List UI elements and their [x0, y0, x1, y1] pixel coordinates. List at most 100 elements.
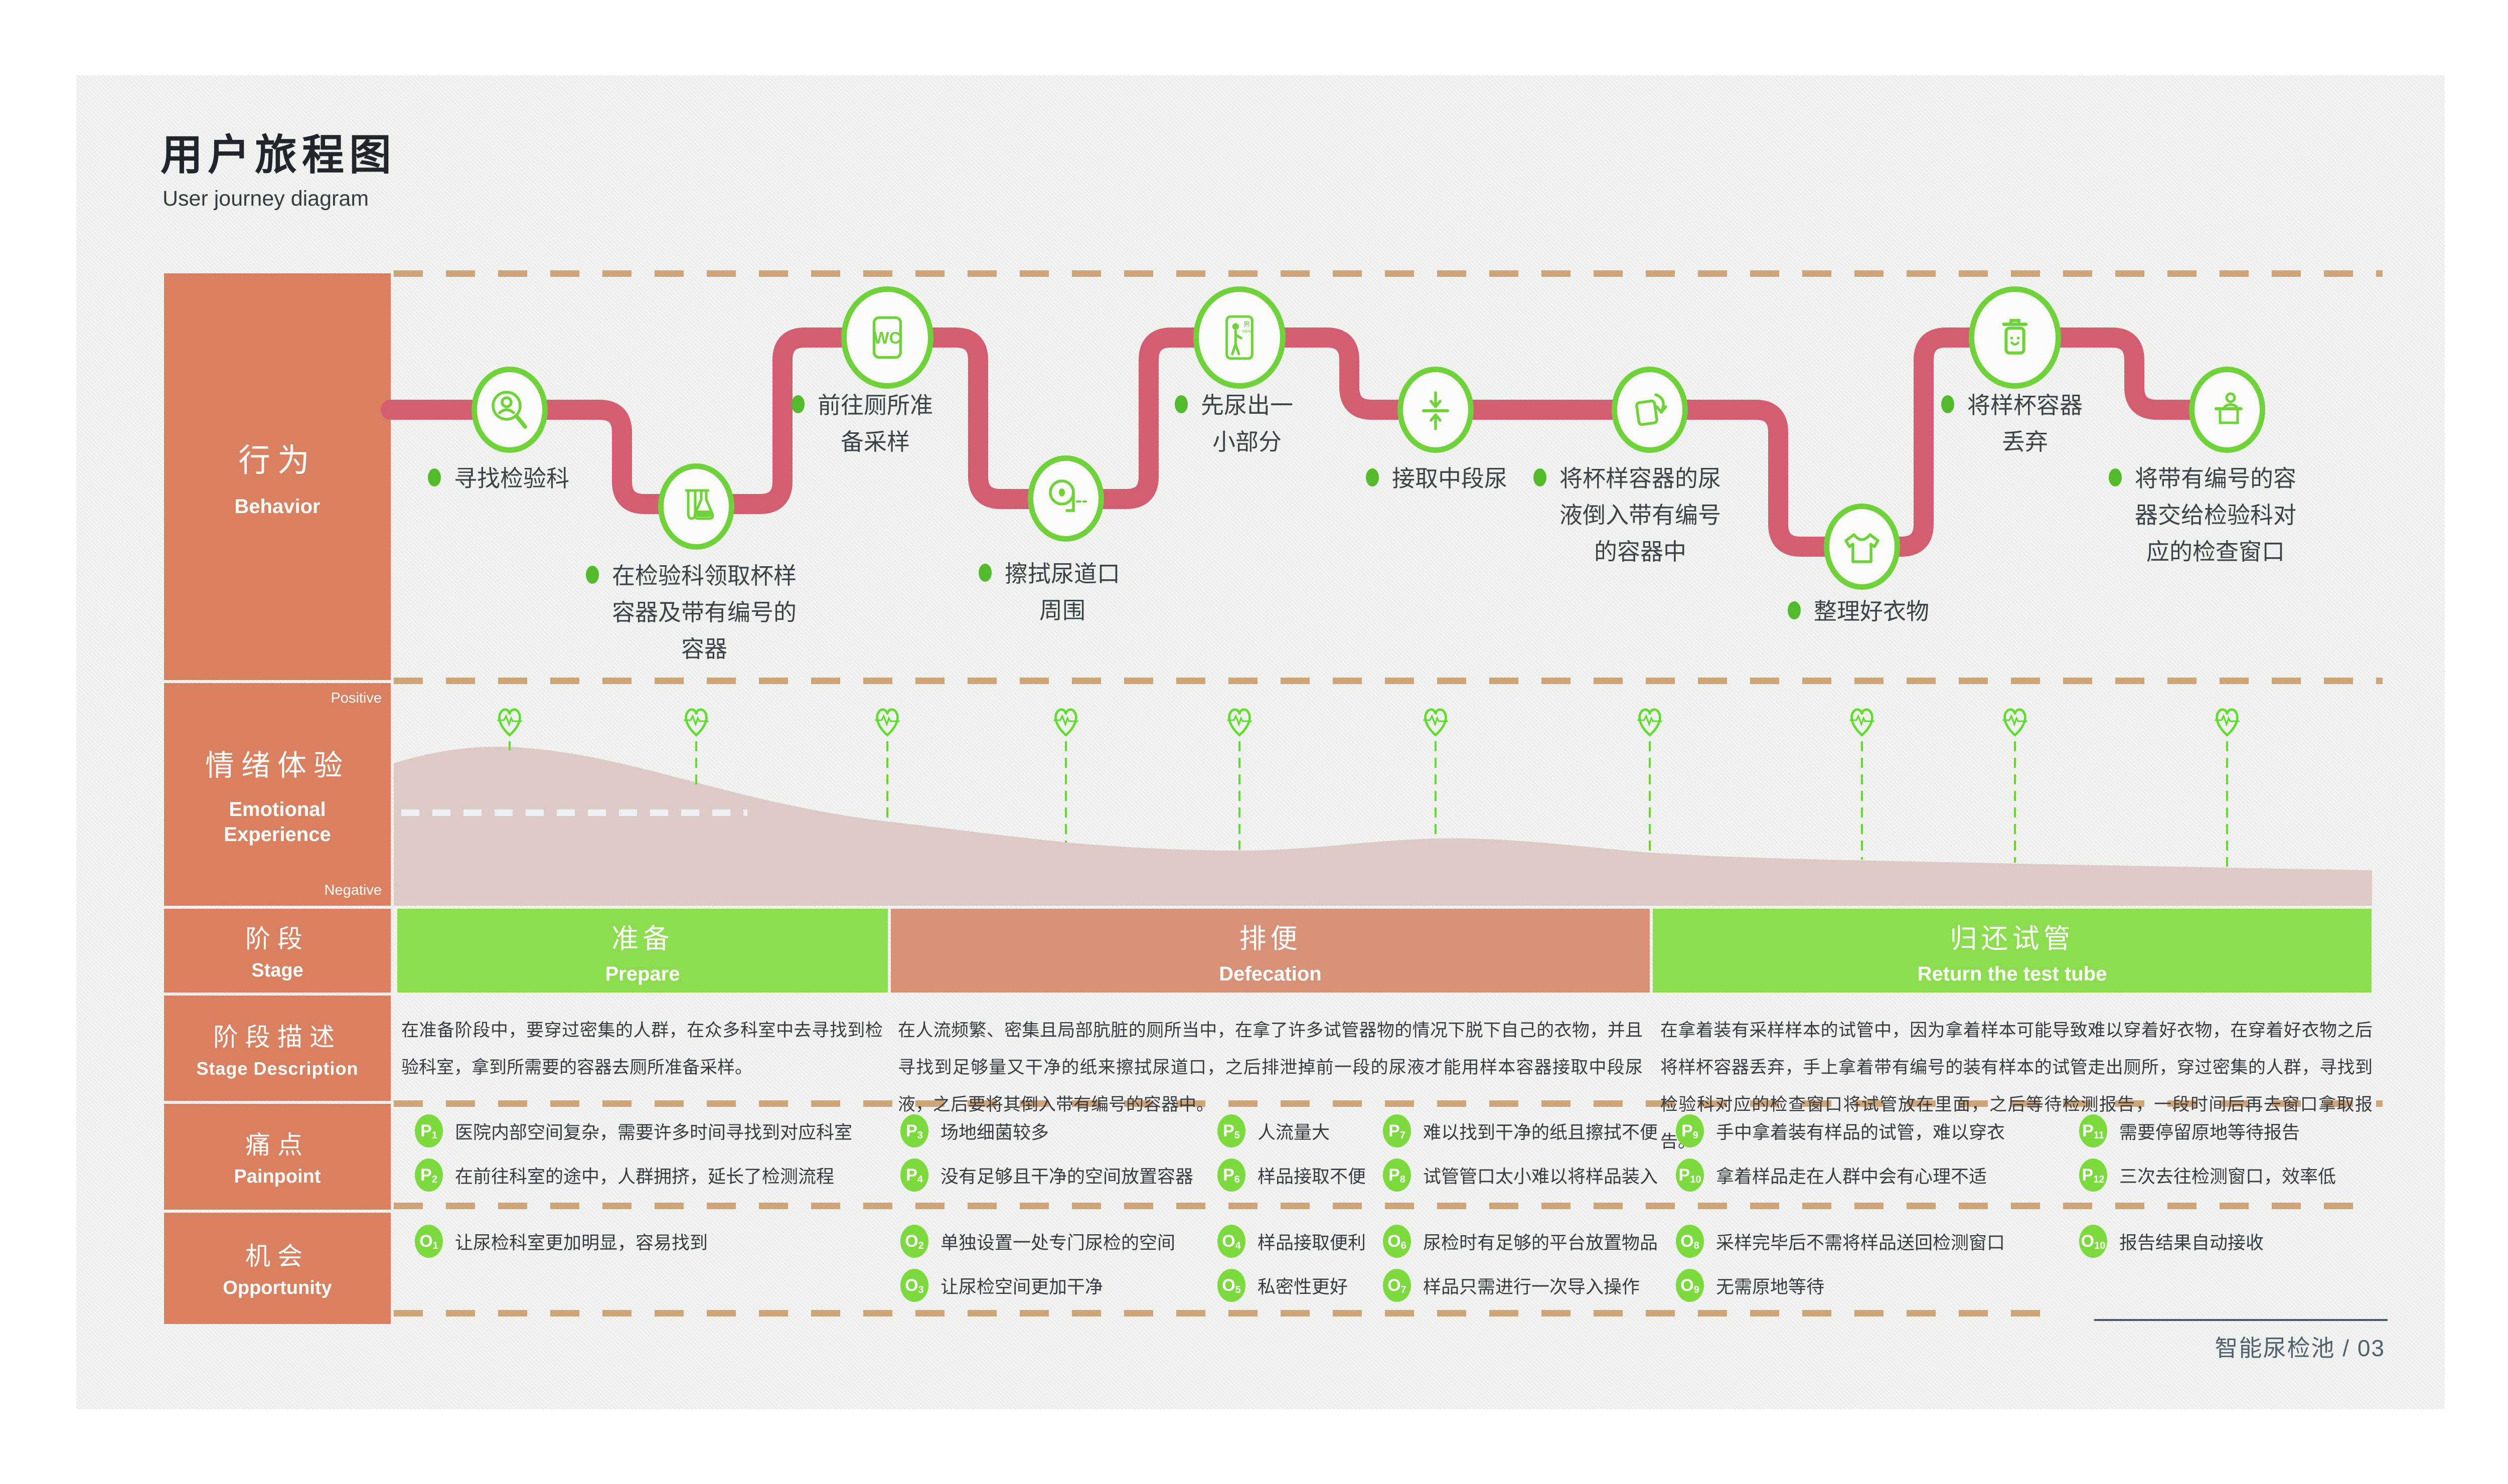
pour-transfer-icon [1612, 367, 1688, 453]
step-bullet-icon [792, 395, 805, 413]
tshirt-icon [1824, 504, 1900, 590]
step-bullet-icon [1788, 601, 1801, 619]
step-label: 将样杯容器 丢弃 [1941, 387, 2083, 460]
toilet-paper-icon [1028, 455, 1104, 542]
dashed-rule-painpoint-opportunity [394, 1203, 2358, 1209]
wc-sign-icon: WC [841, 286, 933, 389]
lab-flask-icon [658, 463, 734, 550]
stage-bar-return: 归还试管 Return the test tube [1653, 909, 2372, 993]
emotion-drop-line [1238, 741, 1240, 850]
step-bullet-icon [979, 564, 992, 582]
emotion-drop-line [1649, 741, 1651, 852]
step-label: 擦拭尿道口 周围 [979, 556, 1120, 629]
stage-bar-prepare: 准备 Prepare [397, 909, 888, 993]
step-label: 先尿出一 小部分 [1175, 387, 1293, 460]
step-bullet-icon [586, 566, 599, 584]
emotion-heart-icon [1846, 701, 1877, 739]
row-label-zh: 痛点 [245, 1130, 309, 1159]
dashed-rule-top [394, 270, 2383, 277]
emotion-heart-icon [872, 701, 903, 739]
painpoint-item: P 11 需要停留原地等待报告 [2079, 1114, 2300, 1147]
dashed-rule-description-painpoint [394, 1100, 2383, 1107]
emotion-heart-icon [1420, 701, 1451, 739]
emotion-drop-line [1065, 741, 1067, 843]
emotion-drop-line [2014, 741, 2016, 863]
emotion-drop-line [2226, 741, 2228, 867]
emotion-drop-line [695, 741, 697, 784]
step-label: 前往厕所准 备采样 [792, 387, 933, 460]
row-label-en: Opportunity [223, 1277, 332, 1299]
emotion-drop-line [509, 741, 511, 750]
painpoint-badge: P 12 [2079, 1159, 2107, 1192]
emotion-heart-icon [1999, 701, 2030, 739]
step-label: 在检验科领取杯样 容器及带有编号的 容器 [586, 558, 797, 668]
page-subtitle: User journey diagram [163, 187, 369, 211]
step-label: 整理好衣物 [1788, 593, 1929, 630]
men-en-text: MEN [1242, 329, 1251, 334]
painpoint-item: P 12 三次去往检测窗口，效率低 [2079, 1159, 2336, 1192]
step-bullet-icon [1533, 468, 1546, 486]
step-label: 将带有编号的容 器交给检验科对 应的检查窗口 [2109, 460, 2296, 570]
stage-bar-defecation: 排便 Defecation [891, 909, 1650, 993]
sidebar-row-emotional: Positive 情绪体验 Emotional Experience Negat… [164, 683, 391, 906]
sidebar-row-stage: 阶段 Stage [164, 909, 391, 993]
stage-description-prepare: 在准备阶段中，要穿过密集的人群，在众多科室中去寻找到检验科室，拿到所需要的容器去… [401, 1021, 883, 1077]
row-label-zh: 行为 [238, 442, 317, 478]
page-title: 用户旅程图 [161, 131, 397, 179]
wc-text: WC [874, 328, 901, 347]
step-bullet-icon [1175, 395, 1188, 413]
emotion-baseline-dash [401, 809, 747, 816]
positive-label: Positive [331, 690, 382, 706]
emotion-drop-line [1861, 741, 1863, 860]
search-person-icon [472, 367, 548, 453]
row-label-zh: 机会 [245, 1242, 309, 1271]
row-label-en: Stage Description [196, 1058, 359, 1079]
emotion-heart-icon [494, 701, 525, 739]
row-label-en: Painpoint [234, 1166, 321, 1187]
trash-bin-icon [1969, 286, 2061, 389]
step-bullet-icon [2109, 468, 2122, 486]
step-label: 接取中段尿 [1366, 460, 1507, 497]
step-bullet-icon [1941, 395, 1954, 413]
step-bullet-icon [428, 468, 441, 486]
row-label-zh: 阶段 [245, 924, 309, 953]
footer-page-label: 智能尿检池 / 03 [2215, 1335, 2385, 1361]
emotion-drop-line [886, 741, 888, 821]
dashed-rule-bottom [394, 1310, 2044, 1316]
row-label-zh: 阶段描述 [213, 1023, 342, 1051]
step-bullet-icon [1366, 468, 1379, 486]
sidebar-row-painpoint: 痛点 Painpoint [164, 1104, 391, 1210]
men-zh-text: 男 [1243, 320, 1250, 328]
emotion-drop-line [1435, 741, 1437, 838]
emotion-heart-icon [2212, 701, 2243, 739]
dashed-rule-behavior-emotion [394, 678, 2383, 684]
men-restroom-icon: 男 MEN [1193, 286, 1286, 389]
stage-description-defecation: 在人流频繁、密集且局部肮脏的厕所当中，在拿了许多试管器物的情况下脱下自己的衣物，… [898, 1021, 1643, 1114]
opportunity-badge: O 10 [2079, 1225, 2107, 1258]
row-label-en: Behavior [234, 495, 321, 518]
opportunity-item: O 10 报告结果自动接收 [2079, 1225, 2264, 1258]
